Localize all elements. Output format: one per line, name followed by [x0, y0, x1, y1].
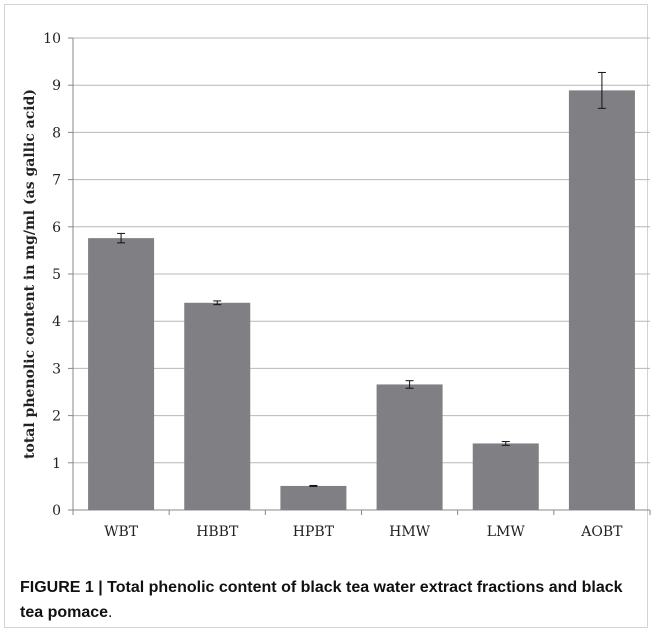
figure-caption: FIGURE 1 | Total phenolic content of bla… — [20, 575, 640, 625]
bars — [88, 90, 635, 511]
caption-label: FIGURE 1 | — [20, 579, 108, 596]
y-tick-label: 1 — [52, 456, 61, 472]
x-tick-label: WBT — [104, 524, 139, 540]
bar-hmw — [376, 384, 443, 510]
bar-hbbt — [184, 302, 251, 510]
y-tick-label: 7 — [52, 173, 61, 189]
y-tick-label: 4 — [52, 314, 61, 330]
x-tick-labels: WBT HBBT HPBT HMW LMW AOBT — [104, 524, 623, 540]
x-tick-label: HMW — [389, 524, 431, 540]
gridlines — [73, 37, 650, 464]
y-tick-label: 9 — [52, 78, 61, 94]
caption-period: . — [108, 604, 113, 621]
y-tick-label: 2 — [52, 409, 61, 425]
bar-lmw — [472, 443, 539, 510]
bar-chart: 0 1 2 3 4 5 6 7 8 9 10 WBT HBBT HPBT HMW LMW AOBT total… — [22, 31, 651, 540]
x-tick-label: HBBT — [196, 524, 239, 540]
y-tick-label: 8 — [52, 125, 61, 141]
x-tick-label: LMW — [487, 524, 526, 540]
y-tick-label: 6 — [52, 220, 61, 236]
y-tick-label: 3 — [52, 361, 61, 377]
bar-aobt — [568, 90, 635, 510]
y-tick-label: 0 — [52, 503, 61, 519]
caption-text: Total phenolic content of black tea wate… — [20, 579, 623, 621]
x-tick-label: AOBT — [580, 524, 623, 540]
y-tick-label: 10 — [43, 31, 61, 47]
y-tick-label: 5 — [52, 267, 61, 283]
x-tick-label: HPBT — [293, 524, 335, 540]
bar-wbt — [88, 238, 155, 511]
axes — [68, 37, 651, 515]
error-bars — [117, 71, 606, 487]
y-axis-title: total phenolic content in mg/ml (as gall… — [22, 89, 38, 459]
bar-hpbt — [280, 485, 347, 510]
y-tick-labels: 0 1 2 3 4 5 6 7 8 9 10 — [43, 31, 61, 519]
